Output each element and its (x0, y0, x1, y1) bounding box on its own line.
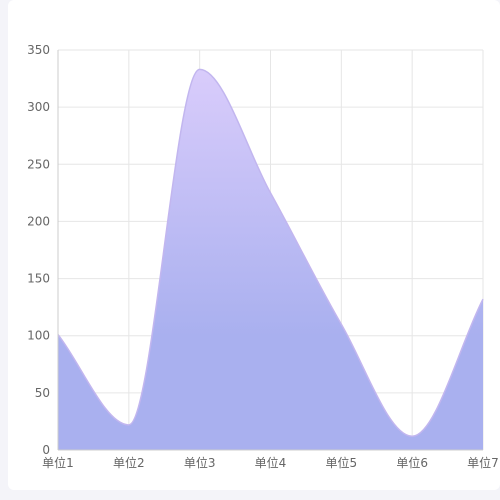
y-tick-label: 250 (27, 157, 50, 171)
y-tick-label: 200 (27, 214, 50, 228)
x-tick-label: 单位2 (113, 455, 145, 470)
y-tick-label: 0 (42, 443, 50, 457)
x-tick-label: 单位5 (326, 455, 358, 470)
y-tick-label: 50 (35, 386, 50, 400)
y-tick-label: 350 (27, 43, 50, 57)
axes (57, 50, 483, 451)
x-tick-label: 单位4 (255, 455, 287, 470)
series-line (57, 68, 484, 438)
area-series (57, 68, 484, 450)
tick-labels: 0 50 100 150 200 250 300 350 单位1 单位2 单位3 单位4 单位5 单位6 单… (27, 43, 499, 470)
y-tick-label: 100 (27, 329, 50, 343)
x-tick-label: 单位1 (42, 455, 74, 470)
area-fill (58, 69, 483, 450)
y-tick-label: 300 (27, 100, 50, 114)
y-tick-label: 150 (27, 272, 50, 286)
x-tick-label: 单位6 (396, 455, 428, 470)
x-tick-label: 单位3 (184, 455, 216, 470)
x-tick-label: 单位7 (467, 455, 499, 470)
